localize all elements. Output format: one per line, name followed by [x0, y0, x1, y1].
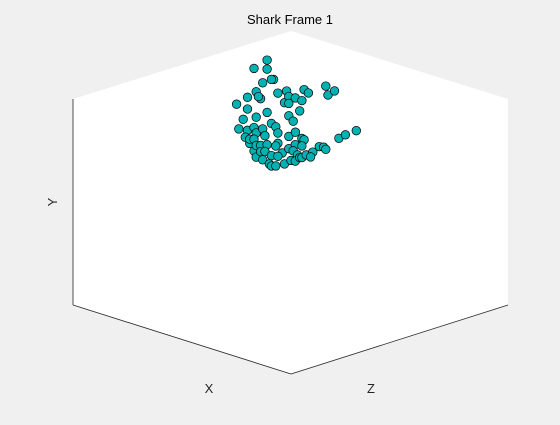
data-point — [351, 126, 361, 136]
data-point — [260, 131, 270, 141]
data-point — [290, 127, 301, 137]
data-point — [249, 63, 259, 74]
data-point — [329, 86, 340, 96]
data-point — [273, 88, 283, 98]
data-point — [273, 151, 283, 161]
data-point — [273, 128, 283, 138]
data-point — [284, 131, 294, 142]
axes-background — [73, 31, 508, 374]
y-axis-label: Y — [45, 197, 60, 206]
data-point — [258, 78, 268, 88]
data-point — [297, 141, 307, 151]
data-point — [262, 107, 272, 118]
data-point — [297, 95, 307, 106]
data-point — [284, 98, 294, 109]
data-point — [271, 141, 281, 151]
data-point — [303, 88, 314, 98]
data-point — [305, 152, 316, 162]
data-point — [321, 81, 331, 91]
axis-line-x — [72, 304, 292, 375]
data-point — [231, 99, 242, 109]
data-point — [251, 112, 261, 122]
data-points — [231, 55, 361, 171]
data-point — [323, 90, 333, 100]
axis-line-z — [290, 304, 509, 375]
data-point — [253, 91, 264, 102]
chart-title: Shark Frame 1 — [247, 12, 333, 27]
data-point — [262, 64, 272, 74]
data-point — [262, 55, 272, 65]
data-point — [321, 144, 331, 154]
data-point — [288, 116, 298, 126]
data-point — [266, 74, 277, 85]
data-point — [271, 161, 281, 171]
data-point — [238, 114, 248, 124]
data-point — [295, 106, 305, 116]
x-axis-label: X — [205, 381, 214, 396]
data-point — [242, 92, 253, 102]
data-point — [234, 124, 244, 134]
data-point — [260, 146, 270, 157]
z-axis-label: Z — [367, 381, 375, 396]
data-point — [340, 130, 351, 140]
data-point — [242, 104, 253, 114]
